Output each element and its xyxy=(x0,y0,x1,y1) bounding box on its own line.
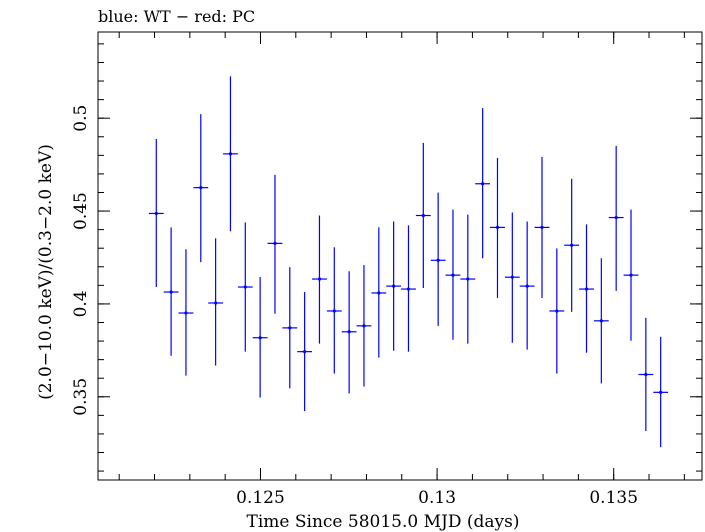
data-point xyxy=(570,243,574,247)
chart-title: blue: WT − red: PC xyxy=(98,7,255,26)
data-point xyxy=(317,277,322,281)
data-point xyxy=(362,324,366,328)
data-point xyxy=(228,152,233,156)
data-point xyxy=(377,291,381,295)
major-ticks xyxy=(98,32,702,480)
data-point xyxy=(555,309,559,313)
data-point xyxy=(421,213,425,218)
tick-labels: 0.125 0.13 0.135 0.35 0.4 0.45 0.5 xyxy=(71,105,638,508)
x-axis-label: Time Since 58015.0 MJD (days) xyxy=(247,512,520,532)
x-tick-label: 0.125 xyxy=(236,488,285,508)
data-point xyxy=(273,241,277,245)
data-point xyxy=(540,225,544,229)
data-point xyxy=(332,309,336,313)
data-point xyxy=(199,186,203,190)
minor-ticks xyxy=(98,32,702,480)
data-point xyxy=(303,350,307,354)
y-axis-label: (2.0−10.0 keV)/(0.3−2.0 keV) xyxy=(36,144,56,400)
data-point xyxy=(495,225,500,229)
data-point xyxy=(525,284,529,288)
data-point xyxy=(466,277,470,281)
y-tick-label: 0.5 xyxy=(71,105,91,132)
data-point xyxy=(584,287,589,291)
data-point xyxy=(392,284,396,288)
data-point xyxy=(451,273,455,277)
data-point xyxy=(184,311,188,315)
data-point xyxy=(258,336,262,340)
plot-frame xyxy=(97,31,703,481)
data-point xyxy=(436,258,440,262)
data-point xyxy=(614,215,618,220)
data-point xyxy=(510,275,514,279)
x-tick-label: 0.13 xyxy=(418,488,456,508)
data-point xyxy=(629,273,633,277)
data-point xyxy=(347,330,351,334)
data-point xyxy=(659,390,663,394)
x-tick-label: 0.135 xyxy=(589,488,638,508)
data-point xyxy=(644,372,648,377)
data-point xyxy=(154,211,158,216)
data-point xyxy=(243,285,247,289)
y-tick-label: 0.4 xyxy=(71,290,91,317)
y-tick-label: 0.35 xyxy=(71,378,91,416)
data-point xyxy=(406,287,411,291)
data-point xyxy=(288,326,292,330)
data-point xyxy=(214,301,218,305)
data-series xyxy=(148,76,669,448)
y-tick-label: 0.45 xyxy=(71,192,91,230)
data-point xyxy=(481,182,485,186)
data-point xyxy=(599,319,603,323)
data-point xyxy=(169,290,173,294)
